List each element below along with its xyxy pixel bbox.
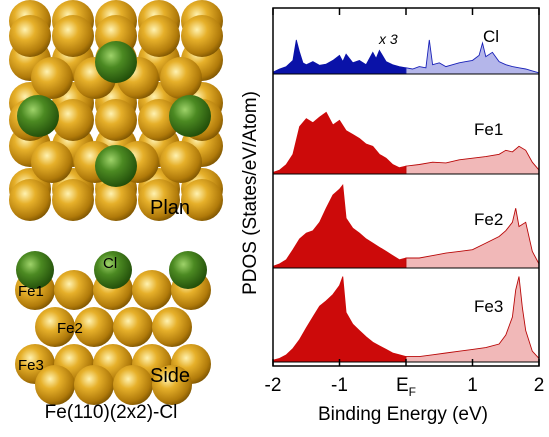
- panel-label-fe1: Fe1: [474, 120, 503, 139]
- fe-atom: [113, 365, 153, 405]
- fe-atom: [54, 270, 94, 310]
- atom-label-fe2: Fe2: [57, 320, 83, 337]
- occupied-area-fe3: [272, 276, 407, 363]
- x-tick-label: -1: [331, 375, 348, 396]
- plan-label: Plan: [150, 197, 190, 219]
- y-axis-label: PDOS (States/eV/Atom): [240, 91, 261, 295]
- x-tick-label: -2: [265, 375, 282, 396]
- pdos-panel-cl: Cl x 3: [272, 27, 540, 75]
- atom-label-cl: Cl: [103, 255, 117, 272]
- fe-atom: [181, 179, 223, 221]
- atom-label-fe1: Fe1: [18, 283, 44, 300]
- side-view-structure: [15, 251, 211, 405]
- fe-atom: [31, 57, 73, 99]
- fe-atom: [74, 307, 114, 347]
- occupied-area-cl: [272, 39, 407, 75]
- fe-atom: [160, 141, 202, 183]
- fe-atom: [181, 15, 223, 57]
- fe-atom: [9, 15, 51, 57]
- fe-atom: [138, 179, 180, 221]
- fe-atom: [74, 365, 114, 405]
- pdos-panel-fe3: Fe3: [272, 276, 540, 363]
- cl-atom: [169, 251, 207, 289]
- unoccupied-area-fe3: [405, 276, 540, 363]
- x-tick-label: EF: [396, 375, 416, 399]
- fe-atom: [95, 179, 137, 221]
- fe-atom: [138, 15, 180, 57]
- fe-atom: [160, 57, 202, 99]
- side-label: Side: [150, 365, 190, 387]
- fe-atom: [52, 179, 94, 221]
- occupied-area-fe1: [272, 111, 407, 175]
- unoccupied-area-fe2: [405, 208, 540, 269]
- fe-atom: [152, 365, 192, 405]
- x-axis-label: Binding Energy (eV): [318, 404, 488, 425]
- fe-atom: [113, 307, 153, 347]
- fermi-subscript: F: [409, 385, 416, 399]
- panel-label-cl: Cl: [483, 27, 499, 46]
- pdos-panel-fe1: Fe1: [272, 111, 540, 175]
- x-tick-label: 1: [467, 375, 478, 396]
- occupied-area-fe2: [272, 183, 407, 269]
- structure-caption: Fe(110)(2x2)-Cl: [45, 402, 178, 423]
- cl-atom: [95, 145, 137, 187]
- cl-atom: [94, 251, 132, 289]
- fe-atom: [9, 179, 51, 221]
- cl-atom: [16, 251, 54, 289]
- fe-atom: [35, 365, 75, 405]
- fe-atom: [138, 99, 180, 141]
- plan-view-structure: [9, 0, 223, 221]
- atom-label-fe3: Fe3: [18, 357, 44, 374]
- panel-annotation: x 3: [378, 31, 398, 47]
- panel-label-fe3: Fe3: [474, 297, 503, 316]
- panel-label-fe2: Fe2: [474, 210, 503, 229]
- x-tick-label: 2: [534, 375, 545, 396]
- unoccupied-area-cl: [405, 39, 540, 75]
- fe-atom: [152, 307, 192, 347]
- fe-atom: [35, 307, 75, 347]
- pdos-chart: Cl x 3 Fe1 Fe2 Fe3 -2 -1 EF 1 2: [265, 7, 545, 399]
- fe-atom: [95, 99, 137, 141]
- fe-atom: [52, 15, 94, 57]
- fe-atom: [31, 141, 73, 183]
- fe-atom: [132, 270, 172, 310]
- unoccupied-area-fe1: [405, 145, 540, 175]
- cl-atom: [17, 95, 59, 137]
- cl-atom: [169, 95, 211, 137]
- cl-atom: [95, 41, 137, 83]
- fe-atom: [52, 99, 94, 141]
- pdos-panel-fe2: Fe2: [272, 183, 540, 269]
